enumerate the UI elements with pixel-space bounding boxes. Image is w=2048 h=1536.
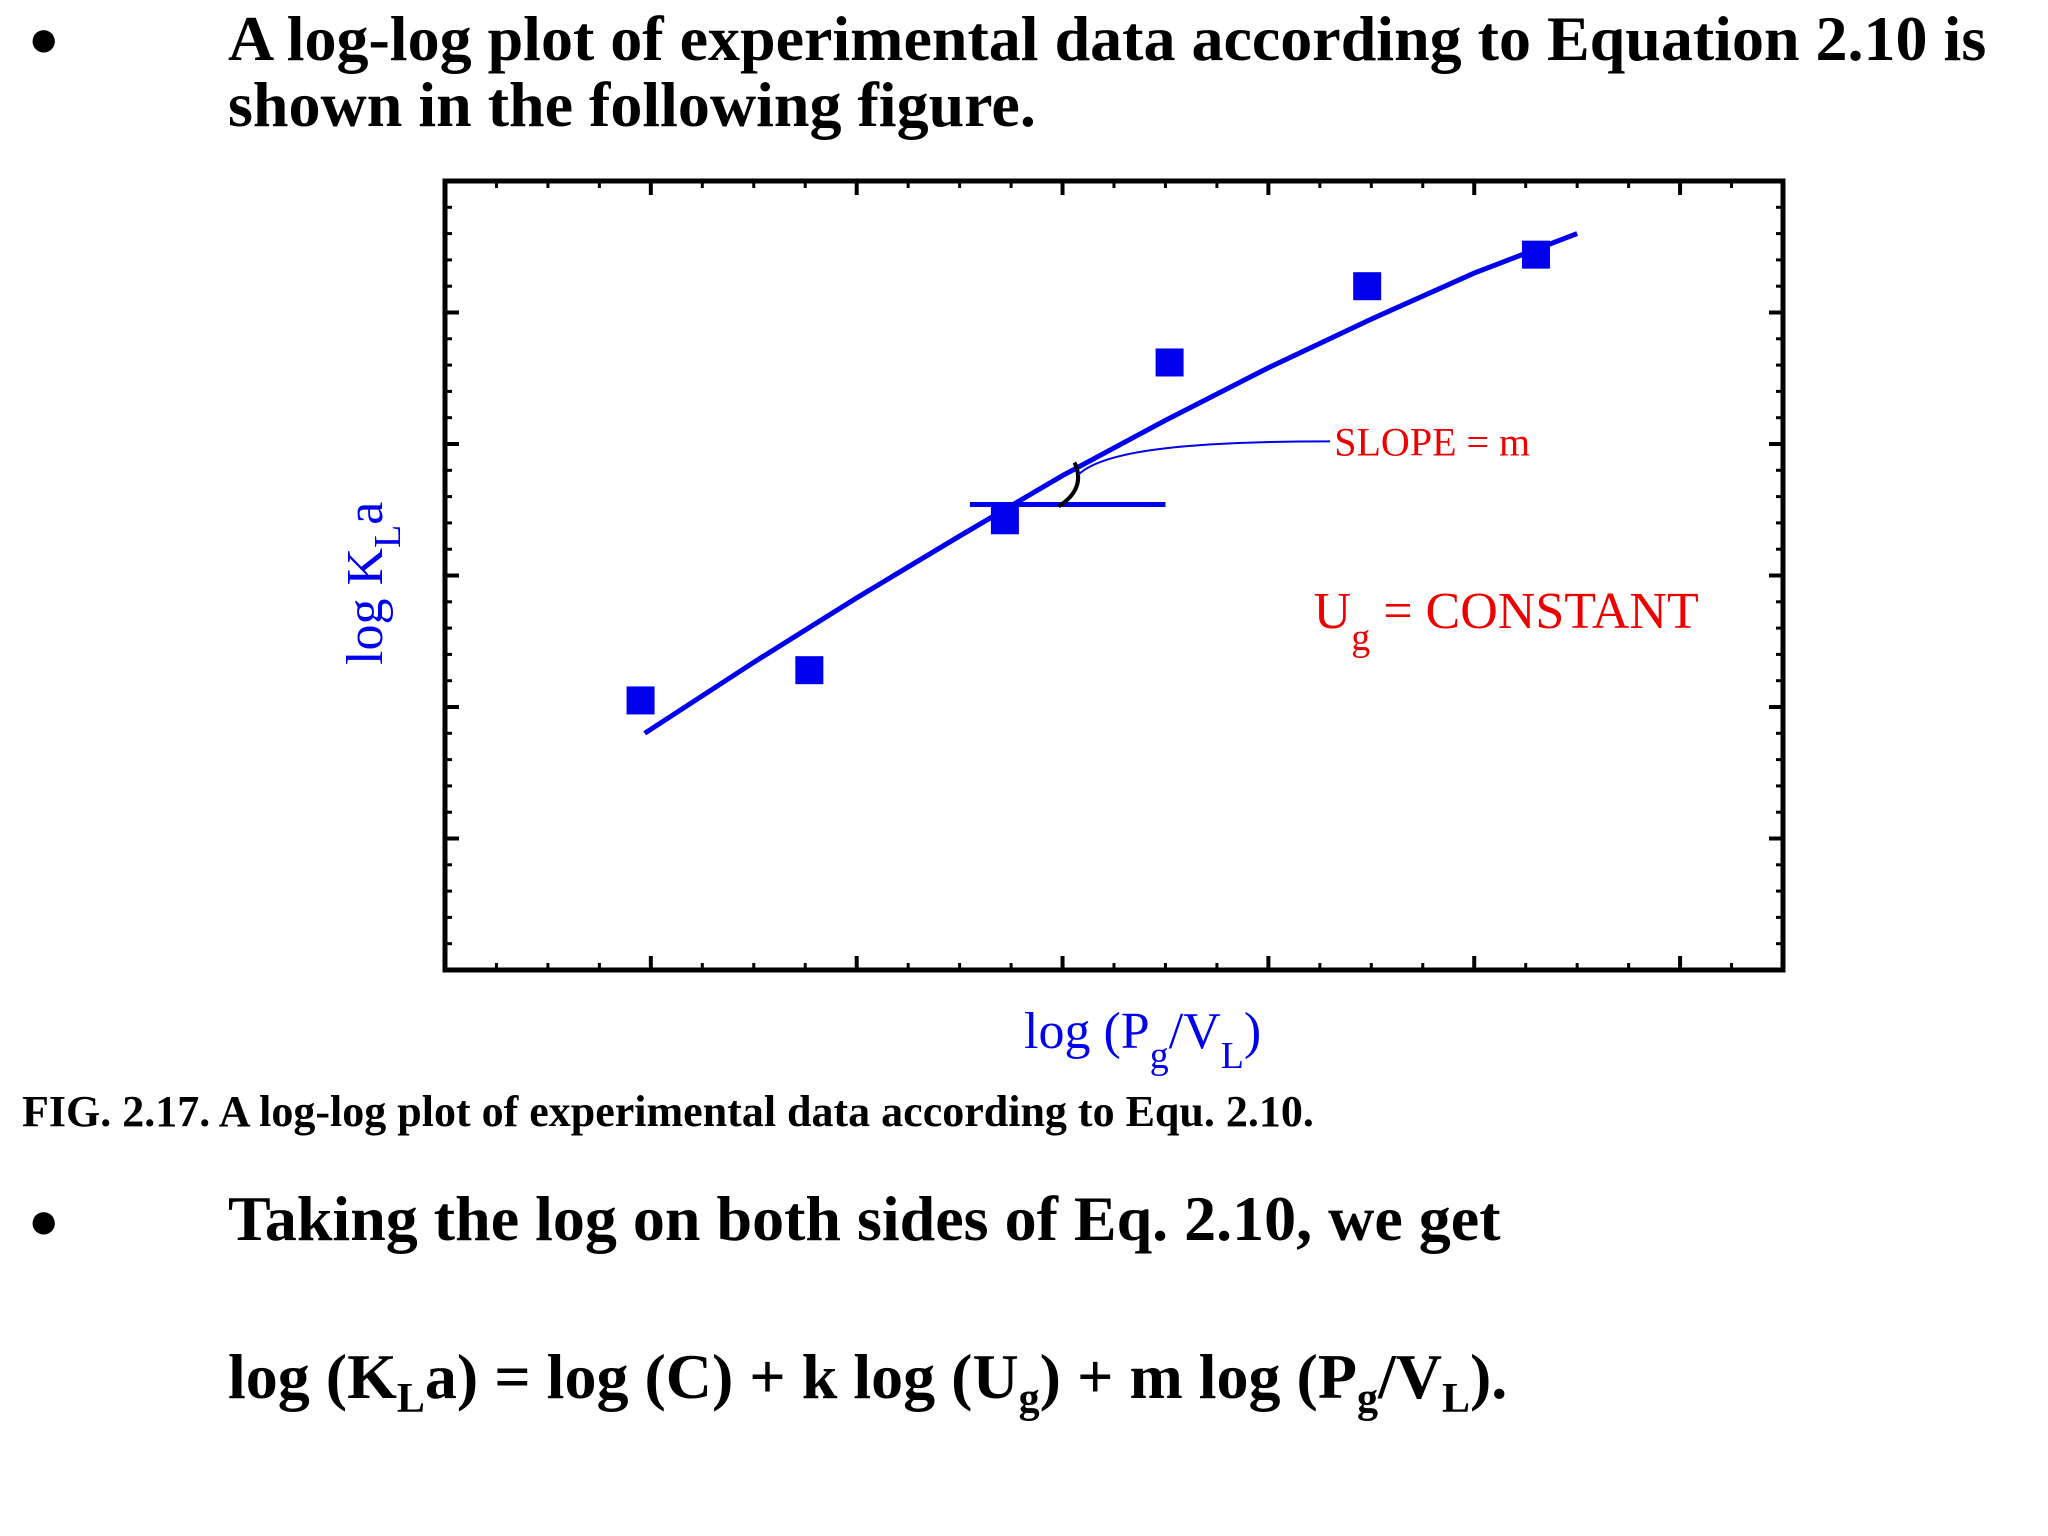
data-point (1155, 348, 1184, 377)
xlabel-main: log (P (1024, 1003, 1150, 1060)
slope-angle-arc (1057, 461, 1081, 509)
ylabel-end: a (337, 502, 394, 525)
eq-part4: /V (1377, 1341, 1442, 1412)
xlabel-sub2: L (1221, 1035, 1244, 1077)
slope-label: SLOPE = m (1334, 419, 1530, 464)
intro-paragraph: A log-log plot of experimental data acco… (228, 3, 1987, 140)
data-point (795, 656, 824, 685)
data-point (990, 506, 1019, 535)
data-point (626, 686, 655, 715)
plot-frame (442, 178, 1786, 973)
x-axis-label: log (Pg/VL) (1024, 1003, 1261, 1077)
slope-leader-line (1077, 440, 1331, 476)
ug-sub: g (1351, 617, 1370, 659)
log-equation: log (KLa) = log (C) + k log (Ug) + m log… (228, 1340, 1508, 1420)
xlabel-sub1: g (1150, 1035, 1169, 1077)
xlabel-end: ) (1244, 1003, 1261, 1060)
eq-part1: log (K (228, 1341, 397, 1412)
eq-part5: ). (1469, 1341, 1508, 1412)
eq-sub3: g (1356, 1376, 1378, 1422)
ug-constant-label: Ug = CONSTANT (1314, 583, 1699, 659)
data-point (1353, 272, 1382, 301)
ylabel-main: log K (337, 548, 394, 665)
bullet-1: ● (28, 11, 60, 68)
eq-part2: a) = log (C) + k log (U (424, 1341, 1019, 1412)
ug-main: U (1314, 583, 1352, 640)
y-axis-label: log KLa (337, 502, 409, 665)
data-point (1521, 240, 1550, 269)
ug-rest: = CONSTANT (1370, 583, 1699, 640)
eq-sub4: L (1441, 1376, 1470, 1422)
ylabel-sub: L (367, 525, 409, 548)
eq-part3: ) + m log (P (1039, 1341, 1357, 1412)
derivation-paragraph: Taking the log on both sides of Eq. 2.10… (228, 1183, 1501, 1254)
xlabel-mid: /V (1169, 1003, 1221, 1060)
figure-caption: FIG. 2.17. A log-log plot of experimenta… (22, 1087, 1314, 1136)
bullet-2: ● (28, 1193, 60, 1250)
fit-curve (643, 231, 1579, 736)
eq-sub1: L (396, 1376, 425, 1422)
eq-sub2: g (1018, 1376, 1040, 1422)
